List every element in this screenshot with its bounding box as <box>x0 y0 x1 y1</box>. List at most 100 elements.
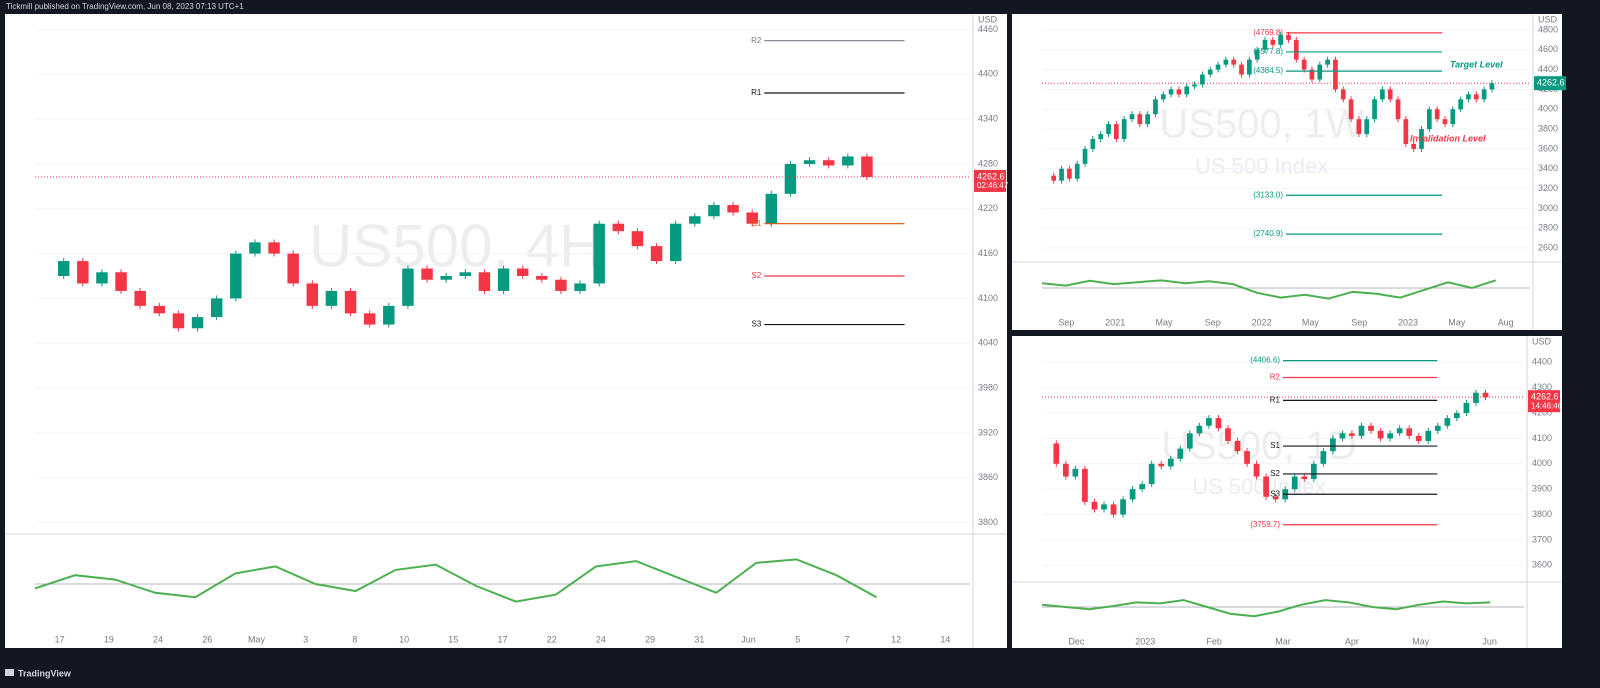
candle <box>1153 99 1158 115</box>
candle <box>1225 428 1231 441</box>
level-label: R2 <box>1270 373 1281 382</box>
candle <box>1425 430 1432 441</box>
candle <box>803 160 816 164</box>
y-tick-label: 3600 <box>1538 143 1558 153</box>
candle <box>861 156 873 177</box>
candle <box>1309 69 1315 80</box>
x-tick-label: 2021 <box>1105 317 1125 327</box>
x-tick-label: 2022 <box>1252 317 1272 327</box>
candle <box>459 272 472 276</box>
price-label: 4262.6 <box>977 171 1005 181</box>
candle <box>325 290 338 306</box>
x-tick-label: Sep <box>1058 317 1074 327</box>
candle <box>1253 463 1260 477</box>
candle <box>1053 443 1060 464</box>
x-tick-label: 14 <box>940 634 950 644</box>
y-tick-label: 3900 <box>1532 484 1552 494</box>
candle <box>1110 504 1117 515</box>
candle <box>536 276 548 280</box>
price-tag <box>1528 390 1560 413</box>
level-label: S2 <box>1270 469 1280 478</box>
candle <box>1372 99 1377 120</box>
x-tick-label: 7 <box>844 634 849 644</box>
candle <box>1207 69 1213 75</box>
target-label: Target Level <box>1450 59 1503 69</box>
candle <box>1239 64 1244 75</box>
candle <box>1090 139 1096 149</box>
level-label: S2 <box>752 271 762 280</box>
candle <box>1101 504 1107 510</box>
candle <box>1137 114 1143 125</box>
y-tick-label: 4400 <box>1532 357 1552 367</box>
candle <box>1442 119 1448 125</box>
x-tick-label: 2023 <box>1135 636 1155 646</box>
candle <box>1106 124 1111 135</box>
candle <box>1406 428 1413 436</box>
level-label: S1 <box>752 219 762 228</box>
candle <box>134 290 146 306</box>
candle <box>1380 89 1385 100</box>
x-tick-label: May <box>248 634 266 644</box>
candle <box>1067 168 1072 179</box>
candle <box>1244 451 1250 464</box>
brand-logo <box>5 669 14 676</box>
currency: USD <box>978 14 998 24</box>
price-tag <box>974 169 1006 192</box>
x-tick-label: Feb <box>1206 636 1222 646</box>
candle <box>1223 59 1229 65</box>
candle <box>1317 64 1323 80</box>
candle <box>77 261 89 284</box>
candle <box>1129 489 1136 500</box>
candle <box>363 313 376 325</box>
x-tick-label: 17 <box>55 634 65 644</box>
candle <box>1482 392 1489 398</box>
candle <box>1254 49 1260 60</box>
y-tick-label: 4200 <box>1532 407 1552 417</box>
candle <box>1206 418 1212 426</box>
y-tick-label: 4800 <box>1538 24 1558 34</box>
candle <box>1184 86 1190 95</box>
y-tick-label: 4100 <box>1532 433 1552 443</box>
candle <box>57 261 70 276</box>
candle <box>1148 463 1155 485</box>
candle <box>1320 451 1327 464</box>
candle <box>249 242 261 254</box>
candle <box>574 283 586 291</box>
countdown: 02:46:47 <box>977 181 1009 190</box>
candle <box>1176 89 1182 95</box>
level-label: S3 <box>1270 489 1280 498</box>
y-tick-label: 4400 <box>1538 64 1558 74</box>
candle <box>268 242 280 254</box>
candle <box>1051 175 1057 181</box>
y-tick-label: 4460 <box>978 24 998 34</box>
candle <box>1426 109 1432 130</box>
level-label: (3133.0) <box>1253 190 1283 199</box>
x-tick-label: May <box>1155 317 1173 327</box>
candle <box>497 268 510 291</box>
candle <box>1330 438 1336 452</box>
y-tick-label: 4400 <box>978 69 998 79</box>
candle <box>1325 59 1330 65</box>
candle <box>1387 89 1393 100</box>
candle <box>1387 433 1393 439</box>
candle <box>669 223 682 262</box>
y-tick-label: 3800 <box>978 517 998 527</box>
candle <box>1139 484 1146 490</box>
candle <box>1129 114 1135 120</box>
y-tick-label: 4220 <box>978 203 998 213</box>
candle <box>1419 129 1424 149</box>
candle <box>1167 458 1174 467</box>
candle <box>1278 34 1284 45</box>
level-label: (4384.5) <box>1253 66 1283 75</box>
candle <box>1364 119 1370 135</box>
y-tick-label: 4280 <box>978 158 998 168</box>
candle <box>1466 94 1471 100</box>
candle <box>1059 168 1064 181</box>
x-tick-label: Jun <box>1482 636 1497 646</box>
candle <box>1263 476 1269 497</box>
candle <box>1192 84 1197 87</box>
currency: USD <box>1538 14 1558 24</box>
candle <box>1270 39 1276 45</box>
